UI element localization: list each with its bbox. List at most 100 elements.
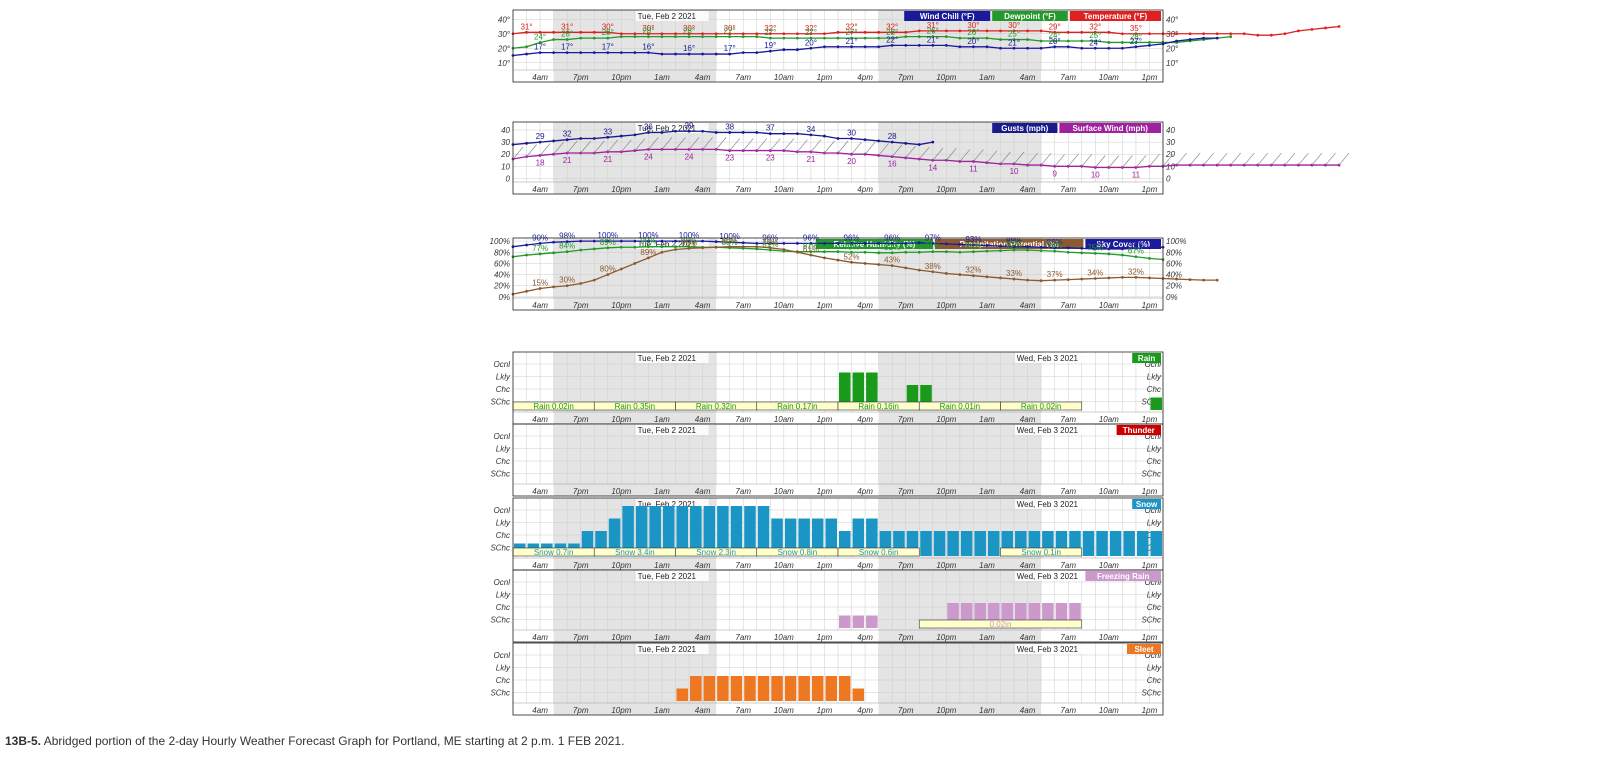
y-tick-label-right: 40 [1166, 126, 1175, 135]
data-point [552, 30, 556, 34]
x-tick-label: 7pm [898, 415, 914, 424]
y-tick-label-left: Ocnl [494, 432, 511, 441]
precip-bar [1150, 531, 1162, 556]
y-tick-label-left: Ocnl [494, 578, 511, 587]
amount-label: Rain 0.35in [615, 402, 655, 411]
x-tick-label: 7am [1060, 301, 1076, 310]
data-point [579, 30, 583, 34]
data-point [958, 250, 962, 254]
data-point [931, 140, 935, 144]
date-label: Tue, Feb 2 2021 [638, 426, 697, 435]
x-tick-label: 7am [735, 185, 751, 194]
data-label: 17° [602, 43, 614, 52]
amount-box [837, 547, 920, 557]
wind-barb [797, 139, 808, 153]
y-tick-label-right: Lkly [1147, 373, 1162, 382]
wind-barb [932, 148, 944, 161]
data-point [1039, 245, 1043, 249]
data-label: 34 [806, 125, 815, 134]
x-tick-label: 4am [532, 415, 548, 424]
x-tick-label: 1pm [817, 301, 833, 310]
precip-bar [1028, 531, 1041, 556]
y-tick-label-left: Ocnl [494, 651, 511, 660]
precip-bar [920, 531, 932, 556]
precip-bar [757, 676, 770, 701]
data-point [972, 45, 975, 49]
precip-bar [784, 676, 797, 701]
data-label: 10 [1091, 171, 1100, 180]
data-point [565, 284, 569, 288]
precip-bar [1015, 603, 1027, 628]
x-tick-label: 4am [695, 185, 711, 194]
x-tick-label: 10am [774, 561, 794, 570]
date-label-bg [1014, 644, 1088, 654]
data-point [850, 30, 853, 34]
y-tick-label-right: Ocnl [1145, 578, 1162, 587]
data-point [809, 36, 813, 40]
data-label: 16° [683, 44, 695, 53]
date-label: Wed, Feb 3 2021 [1017, 645, 1079, 654]
data-point [877, 263, 881, 266]
data-label: 52% [844, 252, 860, 261]
date-label-bg [635, 571, 709, 581]
data-label: 61% [803, 245, 819, 254]
data-point [633, 35, 637, 39]
legend-label: Sleet [1134, 645, 1153, 654]
data-label: 100% [598, 231, 618, 240]
data-point [647, 32, 650, 36]
x-tick-label: 10pm [936, 415, 956, 424]
data-point [985, 29, 989, 33]
data-point [1107, 41, 1111, 44]
wind-barb [783, 138, 795, 151]
data-point [687, 246, 691, 250]
data-label: 90% [681, 238, 697, 247]
data-point [552, 251, 556, 255]
precip-bar [1042, 531, 1054, 556]
wind-barb [1338, 152, 1350, 166]
precip-bar [798, 518, 810, 556]
data-point [701, 32, 704, 36]
wind-barb [891, 144, 903, 157]
wind-barb [648, 137, 659, 150]
x-tick-label: 1pm [817, 633, 833, 642]
data-label: 27° [724, 27, 736, 36]
x-tick-label: 1pm [1142, 706, 1158, 715]
data-point [592, 239, 596, 243]
data-point [768, 246, 772, 250]
x-tick-label: 4am [1020, 561, 1036, 570]
precip-bar [717, 676, 729, 701]
data-point [944, 43, 948, 47]
data-point [863, 262, 867, 265]
wind-barb [1189, 152, 1201, 166]
data-point [660, 35, 664, 39]
x-tick-label: 4am [1020, 415, 1036, 424]
data-label: 27° [1130, 37, 1142, 46]
x-tick-label: 1pm [1142, 185, 1158, 194]
x-tick-label: 7am [735, 301, 751, 310]
data-point [1080, 277, 1084, 281]
data-point [1039, 46, 1043, 50]
data-point [741, 51, 745, 54]
data-point [1053, 39, 1057, 43]
data-label: 81% [803, 242, 819, 251]
data-point [782, 241, 786, 245]
precip-bar [703, 676, 716, 701]
data-point [674, 32, 677, 36]
data-point [823, 241, 826, 245]
x-tick-label: 4am [532, 633, 548, 642]
data-point [985, 45, 989, 49]
precip-bar [784, 518, 797, 556]
data-point [674, 248, 677, 251]
y-tick-label-left: 0 [506, 174, 511, 183]
panel-frame [512, 237, 1164, 311]
data-label: 36 [644, 122, 653, 131]
wind-barb [973, 149, 984, 162]
data-point [985, 36, 989, 40]
data-point [1134, 41, 1138, 44]
data-point [1120, 247, 1124, 251]
data-point [795, 241, 799, 245]
wind-barb [593, 140, 605, 154]
data-point [1175, 32, 1178, 36]
data-point [714, 240, 718, 244]
data-label: 32° [764, 24, 776, 33]
